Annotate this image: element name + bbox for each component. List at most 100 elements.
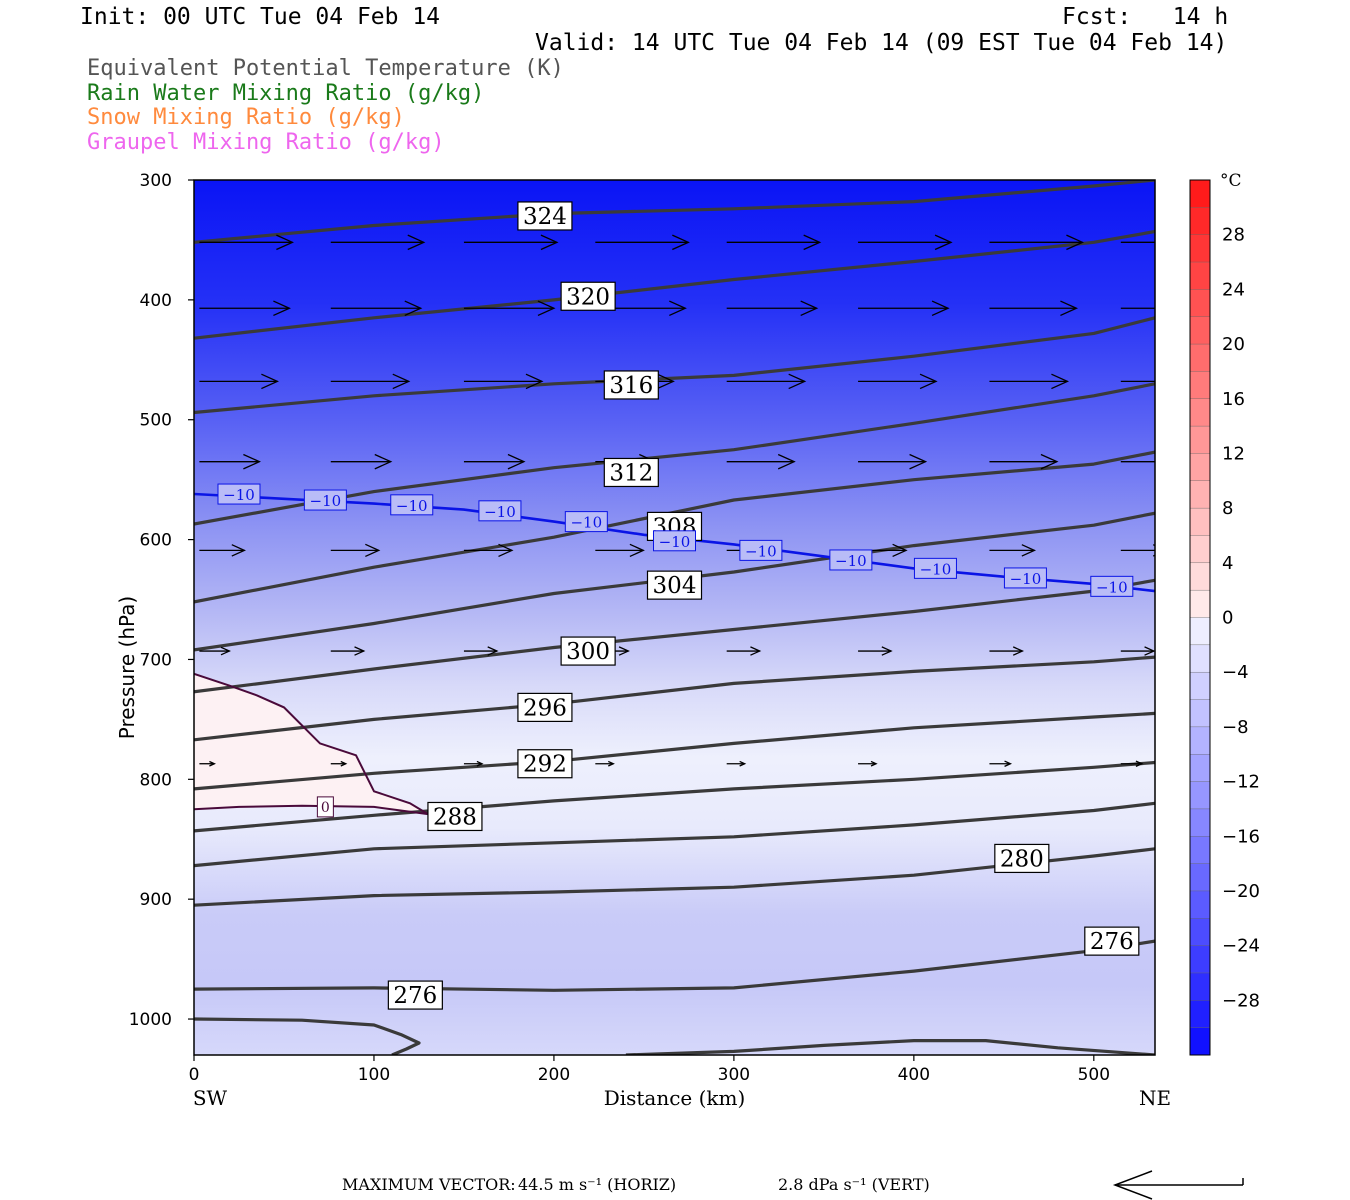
isotherm-label-text: −10 bbox=[484, 503, 516, 521]
wind-vector bbox=[989, 544, 1037, 557]
y-tick-label: 1000 bbox=[129, 1010, 172, 1030]
wind-vector-head bbox=[881, 646, 893, 656]
theta-e-label-box bbox=[517, 749, 573, 779]
temperature-bands bbox=[194, 673, 428, 815]
wind-vector-head bbox=[1021, 544, 1037, 557]
x-axis-label: Distance (km) bbox=[604, 1086, 746, 1110]
wind-vector-head bbox=[540, 234, 559, 251]
wind-vector-head bbox=[931, 300, 950, 317]
isotherm-minus10-label: −10 bbox=[653, 530, 696, 552]
isotherm-minus10-label: −10 bbox=[303, 489, 347, 511]
wind-vector bbox=[989, 373, 1070, 390]
legend-theta-e: Equivalent Potential Temperature (K) bbox=[87, 56, 564, 81]
theta-e-label-text: 276 bbox=[393, 983, 437, 1009]
wind-vector-head bbox=[672, 234, 690, 251]
wind-vector bbox=[199, 760, 216, 767]
theta-e-contour-292 bbox=[194, 711, 1155, 791]
wind-vector bbox=[989, 453, 1059, 470]
colorbar-band bbox=[1189, 808, 1211, 837]
y-tick-label: 400 bbox=[140, 291, 172, 311]
colorbar-band bbox=[1189, 371, 1211, 400]
x-tick-label: 400 bbox=[898, 1065, 930, 1085]
x-end-label-right: NE bbox=[1139, 1086, 1171, 1110]
theta-e-label-text: 296 bbox=[523, 695, 567, 721]
isotherm-label-box bbox=[913, 557, 957, 579]
wind-vector-head bbox=[276, 234, 294, 251]
theta-e-contour-316 bbox=[194, 316, 1155, 415]
wind-vector bbox=[1120, 760, 1144, 767]
theta-e-label-box bbox=[646, 570, 703, 600]
theta-e-contour-308 bbox=[194, 450, 1155, 604]
colorbar-tick-label: 12 bbox=[1222, 443, 1245, 464]
wind-vector-head bbox=[525, 373, 544, 390]
isotherm-label-text: −10 bbox=[659, 533, 691, 551]
colorbar-band bbox=[1189, 617, 1211, 646]
theta-e-label-box bbox=[517, 201, 573, 231]
theta-e-contour-296 bbox=[194, 655, 1155, 742]
wind-vector bbox=[858, 453, 928, 470]
wind-vector bbox=[330, 646, 366, 656]
isotherm-label-box bbox=[316, 796, 334, 818]
colorbar-band bbox=[1189, 1000, 1211, 1029]
theta-e-label-text: 280 bbox=[1000, 846, 1044, 872]
colorbar-band bbox=[1189, 562, 1211, 591]
colorbar-band bbox=[1189, 425, 1211, 454]
wind-vector bbox=[1120, 646, 1155, 656]
colorbar-band bbox=[1189, 316, 1211, 345]
colorbar-tick-label: −16 bbox=[1222, 826, 1260, 847]
max-vector-vert: 2.8 dPa s⁻¹ (VERT) bbox=[778, 1175, 930, 1194]
wind-vector bbox=[199, 373, 279, 390]
colorbar-band bbox=[1189, 754, 1211, 783]
theta-e-label: 300 bbox=[560, 636, 616, 666]
isotherm-label-text: −10 bbox=[310, 492, 342, 510]
wind-vector-head bbox=[1040, 453, 1059, 470]
valid-time: Valid: 14 UTC Tue 04 Feb 14 (09 EST Tue … bbox=[535, 30, 1228, 56]
isotherm-label-text: −10 bbox=[745, 542, 777, 560]
wind-vector bbox=[199, 646, 231, 656]
wind-vector-head bbox=[909, 453, 928, 470]
wind-vector bbox=[989, 300, 1079, 317]
wind-vector bbox=[199, 300, 291, 317]
colorbar-unit: °C bbox=[1220, 171, 1242, 191]
wind-vector-head bbox=[1066, 234, 1085, 251]
wind-vector-head bbox=[1144, 646, 1155, 656]
theta-e-label-box bbox=[560, 636, 616, 666]
legend-snow: Snow Mixing Ratio (g/kg) bbox=[87, 105, 405, 130]
wind-vector-head bbox=[404, 300, 423, 317]
wind-vector bbox=[330, 453, 393, 470]
colorbar-band bbox=[1189, 289, 1211, 318]
isotherm-label-box bbox=[739, 539, 783, 561]
x-tick-label: 0 bbox=[189, 1065, 200, 1085]
isotherm-zero bbox=[194, 672, 429, 816]
theta-e-label: 324 bbox=[517, 201, 573, 231]
colorbar-band bbox=[1189, 207, 1211, 236]
theta-e-contour-280 bbox=[194, 847, 1155, 907]
colorbar-band bbox=[1189, 234, 1211, 263]
colorbar-tick-label: 24 bbox=[1222, 279, 1245, 300]
wind-vector bbox=[726, 300, 819, 317]
wind-vector bbox=[726, 453, 796, 470]
wind-vector-head bbox=[1004, 760, 1013, 767]
colorbar-tick-label: 0 bbox=[1222, 608, 1233, 629]
colorbar-band bbox=[1189, 781, 1211, 810]
theta-e-label: 292 bbox=[517, 749, 573, 779]
wind-vector-head bbox=[618, 646, 630, 656]
isotherm-label-text: −10 bbox=[835, 552, 867, 570]
wind-vector-head bbox=[1012, 646, 1025, 656]
colorbar-frame bbox=[1189, 179, 1211, 1056]
wind-vector bbox=[1120, 544, 1155, 557]
wind-vector bbox=[330, 373, 411, 390]
x-tick-label: 500 bbox=[1078, 1065, 1110, 1085]
colorbar-band bbox=[1189, 261, 1211, 290]
isotherm-label-text: −10 bbox=[1010, 570, 1042, 588]
colorbar-tick-label: −4 bbox=[1222, 662, 1249, 683]
wind-vector-head bbox=[537, 300, 556, 317]
wind-vector-head bbox=[1060, 300, 1079, 317]
colorbar-tick-label: −12 bbox=[1222, 772, 1260, 793]
theta-e-label-text: 276 bbox=[1090, 929, 1134, 955]
wind-vector bbox=[726, 234, 822, 251]
isotherm-minus10-label: −10 bbox=[913, 557, 957, 579]
wind-vector bbox=[330, 760, 348, 767]
theta-e-contour-320 bbox=[194, 229, 1155, 340]
theta-e-contour-304 bbox=[194, 511, 1155, 652]
